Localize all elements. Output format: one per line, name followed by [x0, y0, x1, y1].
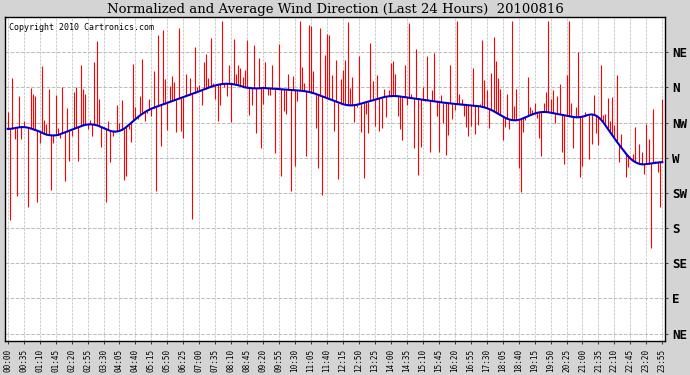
Title: Normalized and Average Wind Direction (Last 24 Hours)  20100816: Normalized and Average Wind Direction (L… [106, 3, 564, 16]
Text: Copyright 2010 Cartronics.com: Copyright 2010 Cartronics.com [9, 23, 154, 32]
